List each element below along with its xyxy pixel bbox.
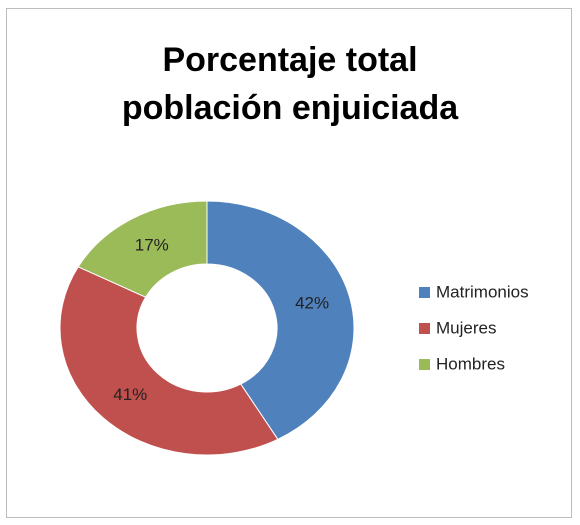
data-label: 41% [113,385,147,404]
legend-swatch [419,359,430,370]
legend-label: Mujeres [436,318,496,337]
chart-title: Porcentaje total población enjuiciada [121,41,459,127]
legend-swatch [419,323,430,334]
slice [206,200,355,440]
legend-swatch [419,287,430,298]
slice [59,266,279,456]
legend-label: Matrimonios [436,282,529,301]
data-label: 42% [295,294,329,313]
chart-frame [6,8,572,518]
slice [77,200,208,298]
data-label: 17% [135,235,169,254]
legend-label: Hombres [436,354,505,373]
